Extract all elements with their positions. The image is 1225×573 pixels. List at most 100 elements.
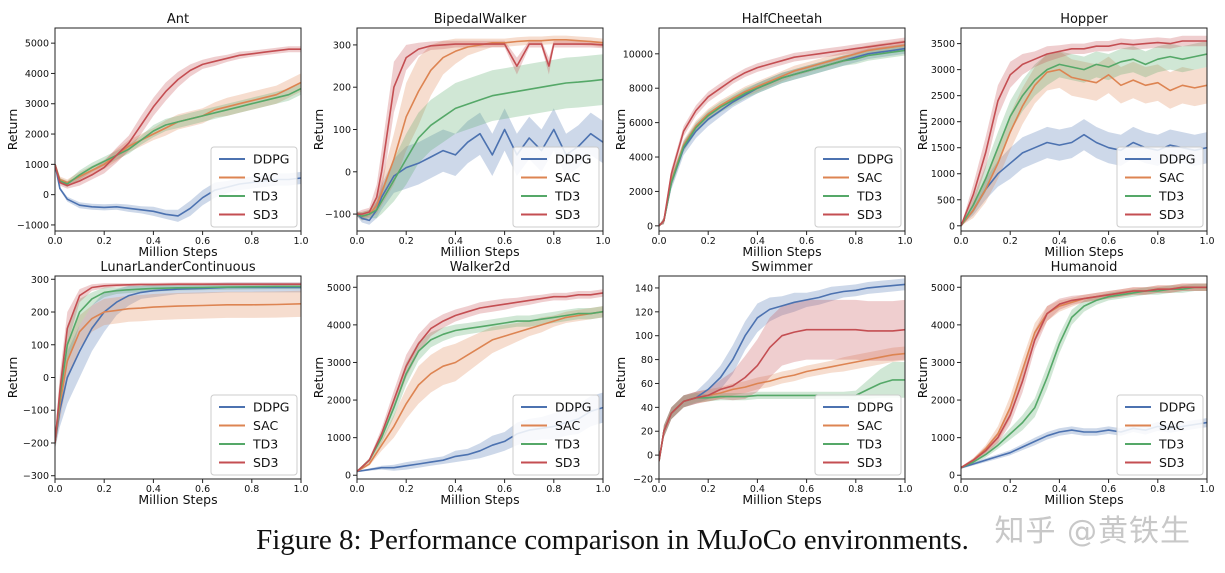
plot-area	[357, 289, 603, 473]
legend: DDPG SAC TD3 SD3	[1116, 146, 1204, 228]
y-tick-label: 3000	[25, 99, 49, 110]
band-sac	[357, 306, 603, 473]
chart-ant: Ant 0.0 0.2 0.4 0.6 0.8 1.0 −1000 0 1000 2000 3000 4…	[5, 12, 309, 259]
chart-title: Hopper	[1060, 12, 1108, 27]
x-tick-label: 0.2	[97, 236, 112, 247]
chart-hopper: Hopper 0.0 0.2 0.4 0.6 0.8 1.0 0 500 1000 1500 2000…	[915, 12, 1215, 259]
y-tick-label: 1000	[931, 169, 955, 180]
legend-label-sd3: SD3	[253, 207, 279, 222]
legend-label-ddpg: DDPG	[555, 152, 591, 167]
y-tick-label: 4000	[629, 153, 653, 164]
legend: DDPG SAC TD3 SD3	[1116, 394, 1204, 476]
series-line-sac	[55, 81, 301, 184]
legend-label-sd3: SD3	[555, 207, 581, 222]
legend-label-td3: TD3	[1158, 437, 1184, 452]
legend-label-td3: TD3	[252, 437, 278, 452]
x-tick-label: 0.2	[97, 484, 112, 495]
series-line-sd3	[357, 292, 603, 473]
series-line-sac	[357, 310, 603, 473]
x-axis-label: Million Steps	[742, 244, 821, 259]
series-line-sd3	[659, 41, 905, 227]
y-tick-label: 1500	[931, 143, 955, 154]
x-tick-label: 0.8	[848, 236, 863, 247]
plot-area	[659, 37, 905, 227]
y-tick-label: 20	[641, 427, 653, 438]
chart-title: BipedalWalker	[434, 12, 527, 27]
x-tick-label: 0.2	[701, 236, 716, 247]
band-td3	[357, 306, 603, 473]
legend-label-td3: TD3	[554, 437, 580, 452]
legend: DDPG SAC TD3 SD3	[512, 146, 600, 228]
series-line-td3	[55, 285, 301, 444]
x-tick-label: 1.0	[293, 236, 308, 247]
figure-caption: Figure 8: Performance comparison in MuJo…	[256, 524, 969, 556]
x-tick-label: 0.6	[195, 484, 210, 495]
y-axis-label: Return	[915, 357, 930, 398]
band-sd3	[357, 289, 603, 473]
legend: DDPG SAC TD3 SD3	[814, 394, 902, 476]
y-axis-label: Return	[613, 109, 628, 150]
plot-frame	[960, 27, 1208, 232]
series-line-td3	[659, 49, 905, 227]
plot-frame	[658, 27, 906, 232]
chart-swimmer: Swimmer 0.0 0.2 0.4 0.6 0.8 1.0 −20 0 20 40 60 80 100…	[613, 260, 913, 507]
y-tick-label: 3500	[931, 39, 955, 50]
legend-label-sd3: SD3	[1159, 455, 1185, 470]
legend-label-sac: SAC	[1159, 170, 1184, 185]
y-tick-label: 10000	[623, 49, 653, 60]
y-axis-label: Return	[915, 109, 930, 150]
legend-label-td3: TD3	[856, 437, 882, 452]
zhihu-watermark: 知乎 @黄铁生	[994, 514, 1191, 549]
x-tick-label: 0.6	[1101, 484, 1116, 495]
chart-humanoid: Humanoid 0.0 0.2 0.4 0.6 0.8 1.0 0 1000 2000 3000 4…	[915, 260, 1215, 507]
x-tick-label: 0.0	[953, 484, 968, 495]
x-tick-label: 0.0	[47, 236, 62, 247]
x-tick-label: 0.8	[546, 484, 561, 495]
x-tick-label: 1.0	[1199, 236, 1214, 247]
x-tick-label: 0.6	[799, 236, 814, 247]
y-tick-label: 0	[949, 471, 955, 482]
legend-label-sac: SAC	[555, 418, 580, 433]
series-line-ddpg	[357, 128, 603, 222]
legend-label-td3: TD3	[1158, 189, 1184, 204]
y-tick-label: 300	[333, 40, 351, 51]
x-tick-label: 0.4	[750, 236, 765, 247]
x-tick-label: 0.6	[497, 236, 512, 247]
y-tick-label: 4000	[327, 320, 351, 331]
band-td3	[357, 54, 603, 221]
x-axis-label: Million Steps	[440, 492, 519, 507]
y-axis-label: Return	[613, 357, 628, 398]
legend-label-sd3: SD3	[857, 455, 883, 470]
y-tick-label: 2500	[931, 91, 955, 102]
y-tick-label: 0	[43, 373, 49, 384]
y-tick-label: 2000	[931, 117, 955, 128]
y-tick-label: 100	[333, 125, 351, 136]
band-ddpg	[961, 119, 1207, 226]
x-tick-label: 0.0	[953, 236, 968, 247]
series-line-sac	[961, 68, 1207, 227]
y-axis-label: Return	[311, 109, 326, 150]
band-ddpg	[357, 108, 603, 225]
legend-label-sd3: SD3	[253, 455, 279, 470]
legend-label-td3: TD3	[252, 189, 278, 204]
series-line-sd3	[961, 40, 1207, 227]
x-tick-label: 0.4	[448, 236, 463, 247]
x-tick-label: 1.0	[1199, 484, 1214, 495]
x-tick-label: 0.0	[651, 236, 666, 247]
y-tick-label: 1000	[327, 433, 351, 444]
legend-box	[210, 146, 298, 228]
x-tick-label: 1.0	[293, 484, 308, 495]
series-line-sd3	[961, 286, 1207, 469]
band-td3	[55, 283, 301, 450]
y-axis-label: Return	[5, 109, 20, 150]
y-tick-label: −200	[23, 438, 49, 449]
y-tick-label: 6000	[629, 118, 653, 129]
series-line-sd3	[659, 328, 905, 462]
plot-frame	[960, 275, 1208, 480]
x-tick-label: 0.4	[448, 484, 463, 495]
y-tick-label: 4000	[25, 69, 49, 80]
plot-area	[55, 282, 301, 450]
series-line-td3	[357, 78, 603, 217]
chart-title: HalfCheetah	[742, 12, 823, 27]
